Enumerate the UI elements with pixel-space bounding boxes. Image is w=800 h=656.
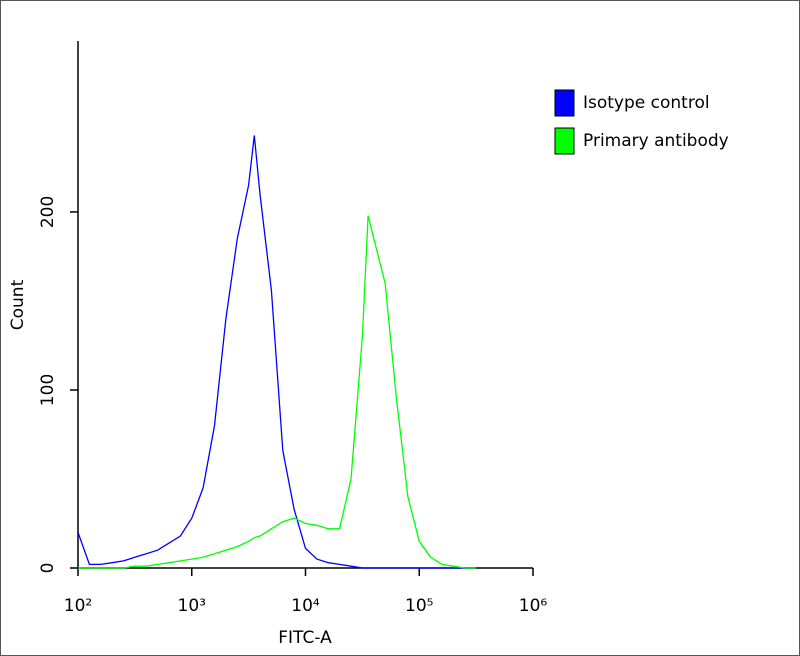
legend-swatch bbox=[554, 89, 575, 117]
x-tick-label: 10² bbox=[64, 596, 92, 616]
x-tick-label: 10⁵ bbox=[405, 596, 433, 616]
x-tick-label: 10⁶ bbox=[519, 596, 548, 616]
x-tick-label: 10³ bbox=[178, 596, 206, 616]
legend-swatch bbox=[554, 127, 575, 155]
series-line bbox=[78, 215, 477, 569]
x-axis-label: FITC-A bbox=[278, 628, 332, 648]
legend-label: Primary antibody bbox=[583, 131, 729, 151]
y-tick-label: 100 bbox=[38, 374, 58, 406]
y-tick-label: 0 bbox=[38, 563, 58, 574]
legend-label: Isotype control bbox=[583, 93, 710, 113]
x-tick-label: 10⁴ bbox=[291, 596, 320, 616]
series-line bbox=[77, 135, 477, 569]
y-axis-label: Count bbox=[8, 279, 28, 330]
y-tick-label: 200 bbox=[38, 196, 58, 228]
